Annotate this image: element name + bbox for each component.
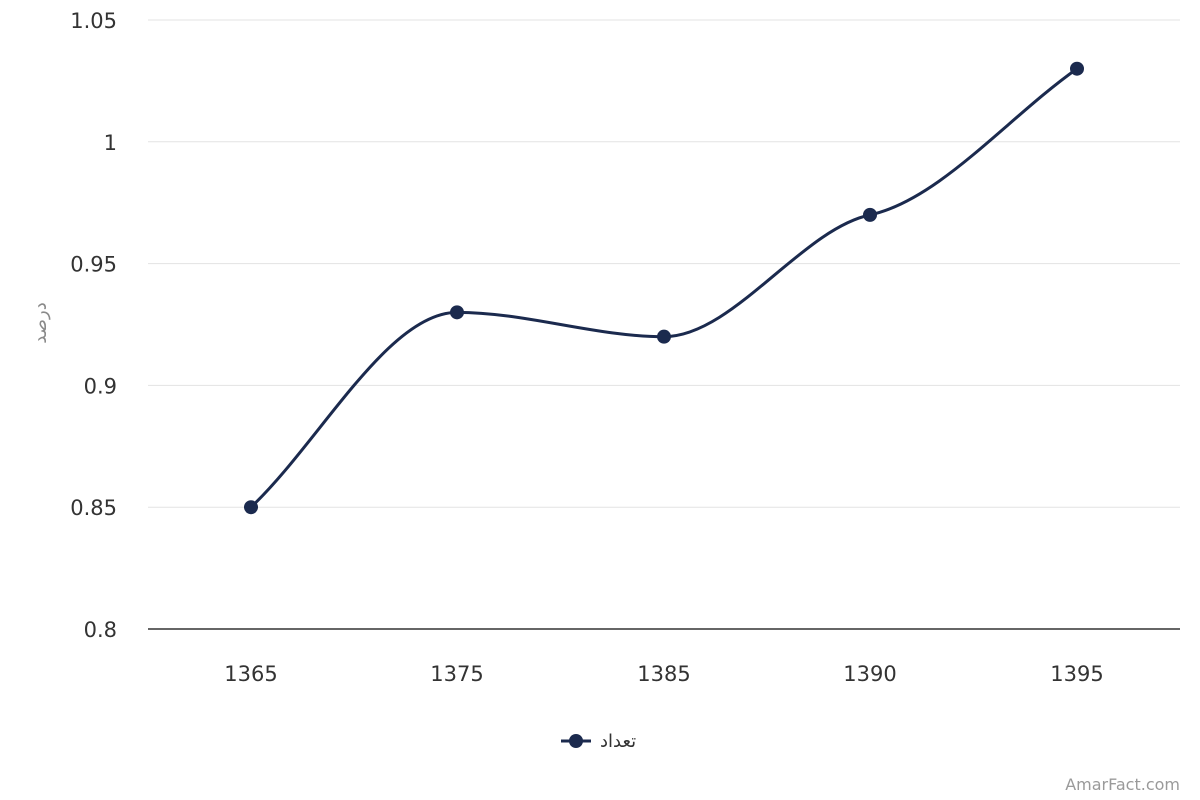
x-tick-label: 1390 xyxy=(843,662,896,686)
legend-marker xyxy=(569,734,583,748)
data-point[interactable] xyxy=(863,207,877,222)
legend[interactable]: تعداد xyxy=(561,731,636,752)
x-tick-label: 1375 xyxy=(430,662,483,686)
y-tick-label: 0.85 xyxy=(70,496,117,520)
data-point[interactable] xyxy=(244,500,258,515)
x-axis-tick-labels: 1365 1375 1385 1390 1395 xyxy=(224,662,1103,686)
x-tick-label: 1365 xyxy=(224,662,277,686)
y-tick-label: 1.05 xyxy=(70,9,117,33)
y-tick-label: 0.95 xyxy=(70,253,117,277)
data-point[interactable] xyxy=(450,305,464,320)
y-axis-tick-labels: 0.8 0.85 0.9 0.95 1 1.05 xyxy=(70,9,117,642)
y-tick-label: 0.9 xyxy=(84,374,117,398)
y-tick-label: 0.8 xyxy=(84,618,117,642)
gridlines xyxy=(148,19,1180,508)
y-axis-title: درصد xyxy=(30,302,51,343)
series-line xyxy=(249,67,1078,509)
y-tick-label: 1 xyxy=(104,131,117,155)
x-tick-label: 1395 xyxy=(1050,662,1103,686)
x-tick-label: 1385 xyxy=(637,662,690,686)
source-credit: AmarFact.com xyxy=(1065,775,1180,794)
data-point[interactable] xyxy=(657,329,671,344)
legend-item-label: تعداد xyxy=(600,731,636,752)
data-point[interactable] xyxy=(1070,61,1084,76)
series-layer xyxy=(244,61,1084,515)
